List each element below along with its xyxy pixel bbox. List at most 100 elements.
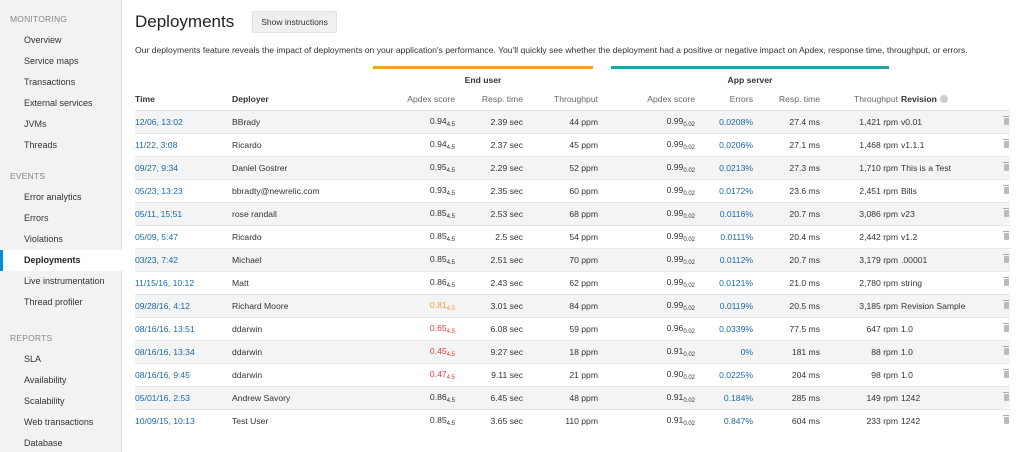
sidebar-item-live-instrumentation[interactable]: Live instrumentation <box>24 276 105 286</box>
col-as-throughput[interactable]: Throughput <box>854 93 898 104</box>
eu-apdex-value: 0.654.5 <box>430 323 455 335</box>
trash-icon[interactable] <box>1002 116 1010 125</box>
as-apdex-number: 0.90 <box>666 368 684 379</box>
eu-apdex-value: 0.854.5 <box>430 415 455 427</box>
as-resp-time: 77.5 ms <box>753 316 820 340</box>
col-time[interactable]: Time <box>135 93 155 104</box>
errors-link[interactable]: 0.0116% <box>719 208 753 219</box>
deployment-time-link[interactable]: 09/27, 9:34 <box>135 162 179 173</box>
trash-icon[interactable] <box>1002 369 1010 378</box>
table-row: 05/09, 5:47 Ricardo 0.854.5 2.5 sec 54 ppm 0.… <box>135 224 1010 248</box>
sidebar-item-overview[interactable]: Overview <box>24 35 62 45</box>
eu-apdex-score: 0.944.5 <box>380 132 455 156</box>
trash-icon[interactable] <box>1002 185 1010 194</box>
errors-link[interactable]: 0.0208% <box>719 116 753 127</box>
sidebar-item-transactions[interactable]: Transactions <box>24 77 76 87</box>
sidebar-item-service-maps[interactable]: Service maps <box>24 56 79 66</box>
errors-link[interactable]: 0.0225% <box>719 369 753 380</box>
as-apdex-threshold: 0.02 <box>683 121 695 128</box>
sidebar-item-thread-profiler[interactable]: Thread profiler <box>24 297 83 307</box>
trash-icon[interactable] <box>1002 208 1010 217</box>
col-as-resp[interactable]: Resp. time <box>778 93 820 104</box>
errors-link[interactable]: 0.0206% <box>719 139 753 150</box>
eu-throughput: 60 ppm <box>523 178 598 202</box>
as-apdex-score: 0.960.02 <box>598 316 695 340</box>
col-revision[interactable]: Revision <box>898 88 978 110</box>
trash-icon[interactable] <box>1002 346 1010 355</box>
col-eu-apdex[interactable]: Apdex score <box>407 93 455 104</box>
errors-link[interactable]: 0.0111% <box>720 231 753 242</box>
as-throughput: 88 rpm <box>820 339 898 363</box>
sidebar-item-external-services[interactable]: External services <box>24 98 93 108</box>
eu-apdex-number: 0.94 <box>429 115 447 126</box>
as-throughput: 2,442 rpm <box>820 224 898 248</box>
col-as-apdex[interactable]: Apdex score <box>647 93 695 104</box>
sidebar-item-web-transactions[interactable]: Web transactions <box>24 417 94 427</box>
deployment-time-link[interactable]: 10/09/15, 10:13 <box>135 415 195 426</box>
show-instructions-button[interactable]: Show instructions <box>252 11 337 33</box>
deployment-time-link[interactable]: 05/01/16, 2:53 <box>135 392 190 403</box>
errors-link[interactable]: 0.0172% <box>719 185 753 196</box>
sidebar-item-errors[interactable]: Errors <box>24 213 49 223</box>
as-apdex-threshold: 0.02 <box>683 190 695 197</box>
sidebar-item-sla[interactable]: SLA <box>24 354 42 364</box>
errors-link[interactable]: 0% <box>740 346 753 357</box>
eu-throughput: 84 ppm <box>523 293 598 317</box>
deployment-time-link[interactable]: 11/15/16, 10:12 <box>135 277 195 288</box>
deployment-time-link[interactable]: 08/16/16, 9:45 <box>135 369 190 380</box>
deployer: BBrady <box>232 109 380 133</box>
as-throughput: 3,086 rpm <box>820 201 898 225</box>
trash-icon[interactable] <box>1002 323 1010 332</box>
trash-icon[interactable] <box>1002 415 1010 425</box>
col-as-errors[interactable]: Errors <box>729 93 753 104</box>
eu-resp-time: 2.37 sec <box>455 132 523 156</box>
errors-link[interactable]: 0.847% <box>723 415 753 426</box>
col-revision-label: Revision <box>901 93 937 104</box>
deployment-time-link[interactable]: 05/11, 15:51 <box>135 208 183 219</box>
errors-link[interactable]: 0.184% <box>723 392 753 403</box>
info-icon[interactable] <box>939 95 948 104</box>
sidebar-item-scalability[interactable]: Scalability <box>24 396 65 406</box>
trash-icon[interactable] <box>1002 139 1010 148</box>
deployment-time-link[interactable]: 08/16/16, 13:34 <box>135 346 195 357</box>
table-row: 05/01/16, 2:53 Andrew Savory 0.864.5 6.45 s… <box>135 385 1010 409</box>
trash-icon[interactable] <box>1002 231 1010 240</box>
trash-icon[interactable] <box>1002 277 1010 286</box>
col-eu-resp[interactable]: Resp. time <box>481 93 523 104</box>
sidebar-item-database[interactable]: Database <box>24 438 63 448</box>
as-apdex-threshold: 0.02 <box>683 420 695 427</box>
as-apdex-number: 0.91 <box>666 414 684 425</box>
sidebar-item-deployments[interactable]: Deployments <box>0 250 122 271</box>
deployment-time-link[interactable]: 03/23, 7:42 <box>135 254 179 265</box>
sidebar-item-error-analytics[interactable]: Error analytics <box>24 192 82 202</box>
errors-link[interactable]: 0.0112% <box>719 254 753 265</box>
as-apdex-threshold: 0.02 <box>683 374 695 381</box>
errors-link[interactable]: 0.0339% <box>719 323 753 334</box>
trash-icon[interactable] <box>1002 162 1010 171</box>
sidebar-item-violations[interactable]: Violations <box>24 234 63 244</box>
errors-link[interactable]: 0.0119% <box>719 300 753 311</box>
sidebar-item-jvms[interactable]: JVMs <box>24 119 47 129</box>
page-title: Deployments <box>135 12 235 31</box>
trash-icon[interactable] <box>1002 254 1010 263</box>
deployment-time-link[interactable]: 05/09, 5:47 <box>135 231 179 242</box>
col-deployer[interactable]: Deployer <box>232 93 269 104</box>
deployment-time-link[interactable]: 11/22, 3:08 <box>135 139 178 150</box>
trash-icon[interactable] <box>1002 392 1010 401</box>
as-resp-time: 181 ms <box>753 339 820 363</box>
table-row: 11/22, 3:08 Ricardo 0.944.5 2.37 sec 45 ppm 0… <box>135 132 1010 156</box>
deployment-time-link[interactable]: 09/28/16, 4:12 <box>135 300 190 311</box>
errors-link[interactable]: 0.0213% <box>719 162 753 173</box>
deployment-time-link[interactable]: 08/16/16, 13:51 <box>135 323 195 334</box>
errors-link[interactable]: 0.0121% <box>719 277 753 288</box>
as-throughput: 1,421 rpm <box>820 109 898 133</box>
deployment-time-link[interactable]: 05/23, 13:23 <box>135 185 183 196</box>
as-apdex-score: 0.900.02 <box>598 362 695 386</box>
deployment-time-link[interactable]: 12/06, 13:02 <box>135 116 183 127</box>
revision: v23 <box>898 201 978 225</box>
col-eu-throughput[interactable]: Throughput <box>554 93 598 104</box>
sidebar-item-availability[interactable]: Availability <box>24 375 67 385</box>
eu-apdex-score: 0.944.5 <box>380 109 455 133</box>
sidebar-item-threads[interactable]: Threads <box>24 140 58 150</box>
trash-icon[interactable] <box>1002 300 1010 309</box>
